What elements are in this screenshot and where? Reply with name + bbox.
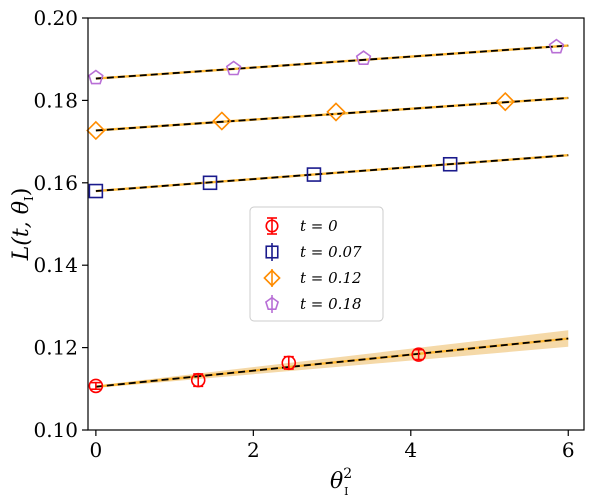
data-point <box>88 378 104 394</box>
legend-box <box>249 206 384 322</box>
y-axis-label: L(t, θI) <box>9 188 36 262</box>
data-point <box>88 69 104 85</box>
legend-label: t = 0.12 <box>300 269 362 287</box>
legend-marker <box>263 269 281 287</box>
data-point <box>225 60 242 76</box>
legend-marker <box>265 245 279 259</box>
fit-line-3 <box>95 44 569 80</box>
data-point <box>355 50 372 66</box>
data-point <box>326 102 346 122</box>
x-tick-label: 0 <box>90 438 103 462</box>
data-point <box>281 355 297 371</box>
y-tick-label: 0.10 <box>33 418 78 442</box>
y-tick-label: 0.20 <box>33 6 78 30</box>
data-point <box>495 91 515 112</box>
x-tick-label: 4 <box>404 438 417 462</box>
legend-label: t = 0 <box>300 217 338 235</box>
x-axis-label: θ2 I <box>330 466 352 498</box>
fit-line-1 <box>95 154 569 192</box>
legend-marker <box>265 219 279 233</box>
plot-area <box>95 44 569 388</box>
data-point <box>190 372 206 388</box>
data-point <box>411 347 426 362</box>
data-point <box>548 38 565 54</box>
legend: t = 0 t = 0.07 t = 0.12 t = 0.18 <box>249 206 384 322</box>
y-tick-label: 0.18 <box>33 88 78 112</box>
data-point <box>306 167 322 182</box>
data-point <box>202 175 218 191</box>
legend-label: t = 0.18 <box>300 295 362 313</box>
x-tick-label: 2 <box>247 438 260 462</box>
legend-marker <box>264 296 280 310</box>
y-tick-label: 0.12 <box>33 336 78 360</box>
data-point <box>442 156 458 172</box>
x-tick-label: 6 <box>562 438 575 462</box>
fit-line-2 <box>95 97 569 132</box>
plot-frame <box>87 17 585 431</box>
data-point <box>86 120 106 141</box>
fit-line-0 <box>95 337 569 388</box>
legend-label: t = 0.07 <box>300 243 362 261</box>
data-point <box>88 183 104 199</box>
y-tick-label: 0.16 <box>33 171 78 195</box>
y-tick-label: 0.14 <box>33 253 78 277</box>
data-point <box>212 111 232 131</box>
